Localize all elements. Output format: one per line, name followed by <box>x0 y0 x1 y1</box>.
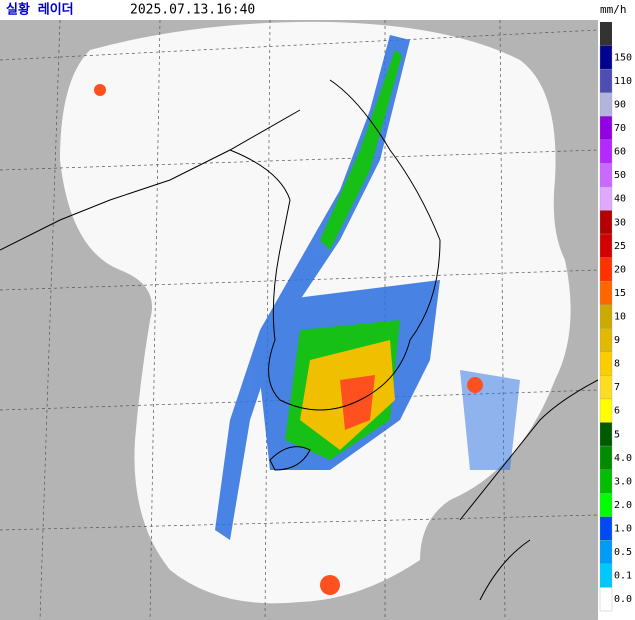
legend-swatch <box>600 22 612 46</box>
unit: mm/h <box>600 3 627 16</box>
legend-label: 90 <box>614 99 626 110</box>
legend-label: 2.0 <box>614 500 632 511</box>
legend-label: 9 <box>614 335 620 346</box>
legend-label: 70 <box>614 123 626 134</box>
legend-swatch <box>599 163 613 188</box>
legend-swatch <box>599 375 613 400</box>
legend-label: 6 <box>614 406 620 417</box>
legend-label: 15 <box>614 288 626 299</box>
legend-label: 25 <box>614 241 626 252</box>
timestamp: 2025.07.13.16:40 <box>130 3 255 18</box>
legend-swatch <box>599 92 613 117</box>
legend-label: 10 <box>614 312 626 323</box>
legend-swatch <box>599 233 613 258</box>
legend-label: 150 <box>614 52 632 63</box>
legend-swatch <box>599 493 613 517</box>
legend-swatch <box>599 186 613 211</box>
legend-swatch <box>599 469 613 494</box>
legend-label: 3.0 <box>614 476 632 487</box>
legend-label: 30 <box>614 217 626 228</box>
legend-label: 5 <box>614 429 620 440</box>
legend-label: 4.0 <box>614 453 632 464</box>
legend-label: 60 <box>614 147 626 158</box>
legend-swatch <box>599 68 613 93</box>
legend-swatch <box>599 328 613 352</box>
legend-swatch <box>599 139 613 164</box>
title: 실황 레이더 <box>6 2 74 18</box>
legend-swatch <box>599 445 613 470</box>
legend-swatch <box>599 563 613 588</box>
coastline <box>0 79 599 601</box>
legend-swatch <box>599 398 613 423</box>
legend-swatch <box>599 281 613 305</box>
legend-swatch <box>599 540 613 565</box>
legend-label: 20 <box>614 264 626 275</box>
legend-label: 40 <box>614 194 626 205</box>
legend-swatch <box>599 516 613 541</box>
legend-swatch <box>599 304 613 329</box>
legend-swatch <box>599 257 613 282</box>
legend-label: 7 <box>614 382 620 393</box>
legend-swatch <box>599 422 613 447</box>
legend-swatch <box>599 116 613 140</box>
rain-echo <box>94 84 483 595</box>
legend-label: 0.0 <box>614 594 632 605</box>
legend-label: 0.5 <box>614 547 632 558</box>
legend-swatch <box>599 587 613 612</box>
legend-swatch <box>599 210 613 235</box>
legend-swatch <box>599 351 613 376</box>
legend-label: 1.0 <box>614 524 632 535</box>
legend-label: 8 <box>614 359 620 370</box>
legend-label: 50 <box>614 170 626 181</box>
legend-label: 0.1 <box>614 571 632 582</box>
legend-label: 110 <box>614 76 632 87</box>
legend-swatch <box>599 45 613 70</box>
